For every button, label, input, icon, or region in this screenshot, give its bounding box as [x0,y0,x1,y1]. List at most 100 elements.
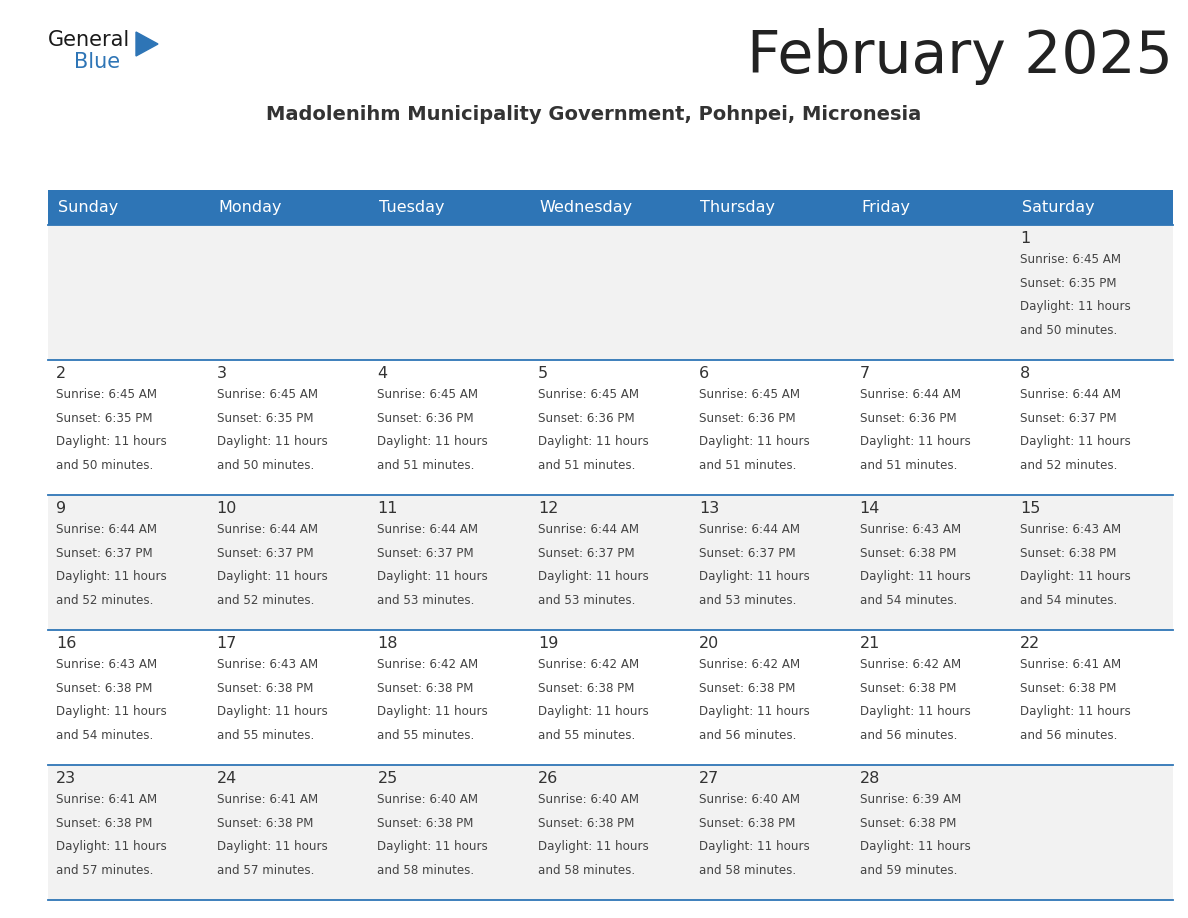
Text: and 53 minutes.: and 53 minutes. [538,594,636,607]
Text: 8: 8 [1020,366,1030,381]
Text: and 57 minutes.: and 57 minutes. [216,864,314,877]
Text: Daylight: 11 hours: Daylight: 11 hours [860,840,971,853]
Text: Sunset: 6:38 PM: Sunset: 6:38 PM [216,682,314,695]
Bar [852,495,1012,630]
Text: and 52 minutes.: and 52 minutes. [56,594,153,607]
Text: Sunrise: 6:44 AM: Sunrise: 6:44 AM [378,523,479,536]
Text: Sunset: 6:38 PM: Sunset: 6:38 PM [860,546,956,560]
Text: Sunrise: 6:45 AM: Sunrise: 6:45 AM [538,388,639,401]
Text: 10: 10 [216,501,238,516]
Bar [852,190,1012,225]
Bar [852,630,1012,765]
Text: Sunrise: 6:43 AM: Sunrise: 6:43 AM [860,523,961,536]
Text: 7: 7 [860,366,870,381]
Bar [691,360,852,495]
Text: Sunset: 6:38 PM: Sunset: 6:38 PM [538,682,634,695]
Text: Sunset: 6:37 PM: Sunset: 6:37 PM [378,546,474,560]
Bar [691,765,852,900]
Text: Sunrise: 6:43 AM: Sunrise: 6:43 AM [56,658,157,671]
Bar [1012,630,1173,765]
Text: Sunrise: 6:43 AM: Sunrise: 6:43 AM [216,658,318,671]
Text: Sunrise: 6:45 AM: Sunrise: 6:45 AM [699,388,800,401]
Text: Sunset: 6:37 PM: Sunset: 6:37 PM [1020,411,1117,425]
Text: Sunset: 6:35 PM: Sunset: 6:35 PM [216,411,314,425]
Text: and 54 minutes.: and 54 minutes. [860,594,956,607]
Text: Sunset: 6:37 PM: Sunset: 6:37 PM [699,546,796,560]
Text: 3: 3 [216,366,227,381]
Text: and 57 minutes.: and 57 minutes. [56,864,153,877]
Text: Sunset: 6:38 PM: Sunset: 6:38 PM [860,682,956,695]
Text: Sunset: 6:35 PM: Sunset: 6:35 PM [56,411,152,425]
Text: Sunrise: 6:44 AM: Sunrise: 6:44 AM [860,388,961,401]
Bar [1012,765,1173,900]
Text: Sunset: 6:38 PM: Sunset: 6:38 PM [56,817,152,830]
Bar [530,360,691,495]
Text: Sunrise: 6:45 AM: Sunrise: 6:45 AM [56,388,157,401]
Bar [691,495,852,630]
Bar [209,190,369,225]
Text: and 50 minutes.: and 50 minutes. [1020,324,1118,337]
Text: 17: 17 [216,636,238,651]
Text: Daylight: 11 hours: Daylight: 11 hours [378,705,488,718]
Text: Daylight: 11 hours: Daylight: 11 hours [56,705,166,718]
Bar [1012,190,1173,225]
Text: and 51 minutes.: and 51 minutes. [538,459,636,472]
Text: and 52 minutes.: and 52 minutes. [216,594,314,607]
Text: General: General [48,30,131,50]
Text: Sunrise: 6:40 AM: Sunrise: 6:40 AM [538,793,639,806]
Bar [691,630,852,765]
Text: Sunset: 6:38 PM: Sunset: 6:38 PM [216,817,314,830]
Text: 22: 22 [1020,636,1041,651]
Bar [209,630,369,765]
Text: Sunset: 6:38 PM: Sunset: 6:38 PM [699,682,795,695]
Bar [48,190,209,225]
Text: and 54 minutes.: and 54 minutes. [56,729,153,742]
Text: Blue: Blue [74,52,120,72]
Text: Daylight: 11 hours: Daylight: 11 hours [216,435,328,448]
Text: and 58 minutes.: and 58 minutes. [538,864,636,877]
Text: 4: 4 [378,366,387,381]
Text: Sunrise: 6:41 AM: Sunrise: 6:41 AM [216,793,318,806]
Text: 14: 14 [860,501,880,516]
Text: Sunday: Sunday [58,200,118,215]
Text: 9: 9 [56,501,67,516]
Text: Monday: Monday [219,200,282,215]
Text: Sunrise: 6:44 AM: Sunrise: 6:44 AM [538,523,639,536]
Text: 18: 18 [378,636,398,651]
Text: Daylight: 11 hours: Daylight: 11 hours [1020,435,1131,448]
Text: Sunset: 6:38 PM: Sunset: 6:38 PM [1020,682,1117,695]
Text: Daylight: 11 hours: Daylight: 11 hours [538,435,649,448]
Text: 15: 15 [1020,501,1041,516]
Text: Tuesday: Tuesday [379,200,444,215]
Text: 16: 16 [56,636,76,651]
Text: Daylight: 11 hours: Daylight: 11 hours [860,705,971,718]
Text: 21: 21 [860,636,880,651]
Text: Sunrise: 6:40 AM: Sunrise: 6:40 AM [699,793,800,806]
Bar [852,225,1012,360]
Text: 27: 27 [699,771,719,786]
Text: Daylight: 11 hours: Daylight: 11 hours [699,840,810,853]
Bar [369,765,530,900]
Text: and 56 minutes.: and 56 minutes. [1020,729,1118,742]
Text: Sunset: 6:37 PM: Sunset: 6:37 PM [538,546,634,560]
Text: 13: 13 [699,501,719,516]
Text: Daylight: 11 hours: Daylight: 11 hours [1020,705,1131,718]
Text: 24: 24 [216,771,236,786]
Text: Sunrise: 6:41 AM: Sunrise: 6:41 AM [1020,658,1121,671]
Text: 26: 26 [538,771,558,786]
Bar [48,360,209,495]
Text: Sunset: 6:36 PM: Sunset: 6:36 PM [699,411,796,425]
Bar [530,190,691,225]
Text: Daylight: 11 hours: Daylight: 11 hours [1020,300,1131,313]
Text: Thursday: Thursday [701,200,776,215]
Bar [209,225,369,360]
Bar [369,630,530,765]
Text: Wednesday: Wednesday [539,200,633,215]
Text: Daylight: 11 hours: Daylight: 11 hours [378,570,488,583]
Text: Sunrise: 6:43 AM: Sunrise: 6:43 AM [1020,523,1121,536]
Text: Sunrise: 6:41 AM: Sunrise: 6:41 AM [56,793,157,806]
Text: 12: 12 [538,501,558,516]
Text: 28: 28 [860,771,880,786]
Bar [530,630,691,765]
Text: Sunrise: 6:44 AM: Sunrise: 6:44 AM [56,523,157,536]
